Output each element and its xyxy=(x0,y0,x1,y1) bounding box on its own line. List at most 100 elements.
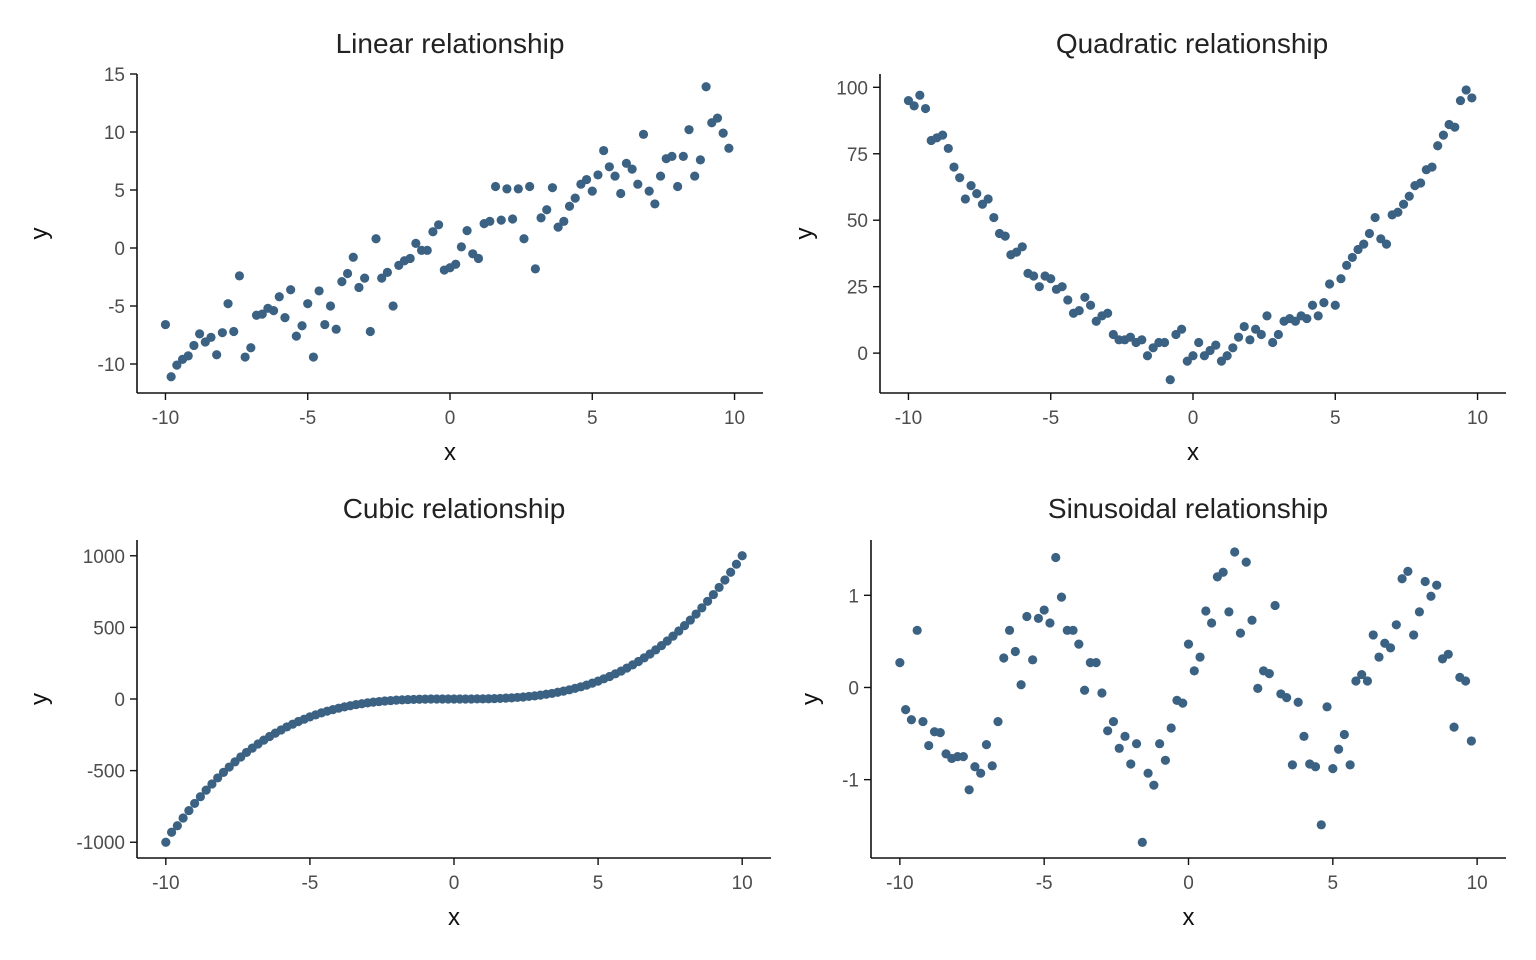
data-point xyxy=(303,299,313,309)
data-point xyxy=(1017,242,1027,252)
data-point xyxy=(1143,768,1153,778)
y-tick-label: -1000 xyxy=(76,833,125,854)
x-tick-label: 0 xyxy=(449,873,460,894)
x-tick-label: 10 xyxy=(732,873,753,894)
data-point xyxy=(325,301,336,311)
data-point xyxy=(1028,655,1038,665)
data-point xyxy=(536,213,546,223)
data-point xyxy=(1108,716,1119,727)
data-point xyxy=(542,205,552,215)
chart-panel-3: Cubic relationship -10 -5 0 5 10 -1000 -500 0 500… xyxy=(26,493,771,931)
data-point xyxy=(1029,271,1039,281)
chart-panel-1: Linear relationship -10 -5 0 5 10 -10 -5 0 5 10 15 x… xyxy=(26,28,763,466)
x-tick-label: 5 xyxy=(587,408,598,429)
x-tick-label: -5 xyxy=(301,873,318,894)
data-point xyxy=(1316,820,1326,830)
data-point xyxy=(955,173,965,183)
data-point xyxy=(1039,605,1049,615)
data-point xyxy=(1056,592,1067,602)
data-point xyxy=(1351,676,1361,686)
chart-panel-2: Quadratic relationship-10 -5 0 5 10025507510… xyxy=(791,28,1506,466)
data-point xyxy=(1114,743,1124,753)
data-point xyxy=(970,762,980,772)
data-point xyxy=(1256,329,1266,340)
x-axis-label: x xyxy=(1183,904,1195,931)
data-point xyxy=(172,821,182,831)
x-tick-label: -10 xyxy=(152,873,179,894)
data-point xyxy=(901,705,911,715)
data-point xyxy=(337,277,347,287)
data-point xyxy=(1393,207,1403,217)
data-point xyxy=(673,181,683,192)
data-point xyxy=(1247,615,1257,625)
data-point xyxy=(667,151,677,161)
x-tick-label: 0 xyxy=(1183,873,1194,894)
data-point xyxy=(428,227,438,237)
data-point xyxy=(701,82,711,92)
data-point xyxy=(190,798,200,809)
data-point xyxy=(920,103,931,114)
data-point xyxy=(195,329,205,339)
data-point xyxy=(1397,574,1407,584)
data-point xyxy=(720,575,730,585)
data-point xyxy=(1287,760,1298,770)
data-point xyxy=(1177,324,1187,334)
data-point xyxy=(1398,199,1409,209)
data-point xyxy=(1404,191,1414,201)
data-point xyxy=(234,271,245,281)
data-point xyxy=(1131,739,1142,749)
data-point xyxy=(714,582,724,593)
data-point xyxy=(958,752,968,762)
data-point xyxy=(1299,731,1309,741)
data-point xyxy=(1270,600,1280,611)
data-point xyxy=(1381,239,1392,249)
data-point xyxy=(354,282,364,293)
data-point xyxy=(1319,298,1329,308)
data-point xyxy=(691,609,701,619)
data-point xyxy=(1218,567,1228,577)
data-point xyxy=(217,328,227,338)
data-point xyxy=(690,171,700,181)
data-point xyxy=(570,193,580,203)
y-tick-label: 0 xyxy=(114,239,125,260)
data-point xyxy=(1079,685,1090,695)
data-point xyxy=(564,201,575,211)
data-point xyxy=(172,360,182,370)
data-point xyxy=(1166,723,1176,733)
data-point xyxy=(987,761,997,771)
data-point xyxy=(1120,731,1130,741)
data-point xyxy=(685,615,695,625)
data-point xyxy=(1103,308,1113,318)
x-tick-label: -10 xyxy=(886,873,913,894)
data-point xyxy=(1359,239,1369,249)
data-point xyxy=(1045,618,1055,628)
data-point xyxy=(331,324,341,334)
data-point xyxy=(1235,628,1246,638)
data-point xyxy=(342,268,353,279)
data-point xyxy=(1068,625,1078,635)
data-point xyxy=(1368,630,1378,640)
data-point xyxy=(207,779,217,789)
data-point xyxy=(960,194,970,204)
data-point xyxy=(1004,625,1015,635)
data-point xyxy=(1333,744,1344,754)
data-point xyxy=(1034,282,1044,292)
data-point xyxy=(213,773,223,783)
data-points xyxy=(161,551,747,847)
data-point xyxy=(183,351,193,361)
data-point xyxy=(473,253,484,264)
chart-title: Linear relationship xyxy=(336,28,565,59)
data-point xyxy=(1230,547,1240,557)
data-point xyxy=(195,792,205,802)
data-point xyxy=(1391,620,1401,630)
data-point xyxy=(993,716,1003,727)
data-point xyxy=(938,130,948,140)
data-point xyxy=(286,285,296,295)
y-axis-label: y xyxy=(791,228,818,240)
data-point xyxy=(314,286,324,296)
data-point xyxy=(184,805,194,816)
data-point xyxy=(223,299,233,309)
data-point xyxy=(1126,759,1136,769)
data-point xyxy=(1233,332,1244,342)
